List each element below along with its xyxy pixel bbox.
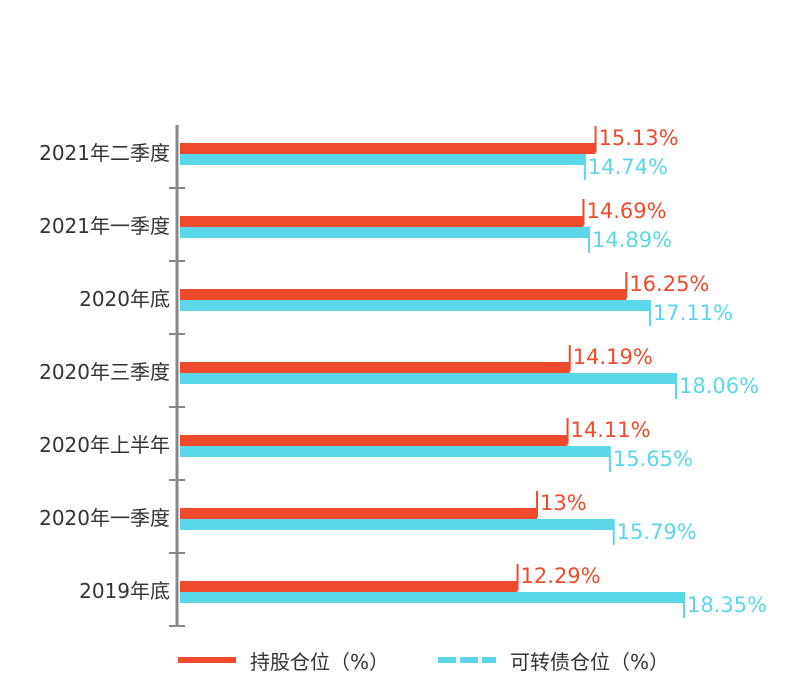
bar-convertible [180,300,650,311]
category-label: 2020年上半年 [39,433,170,457]
bar-holding [180,435,568,446]
legend-swatch-holding [178,657,236,663]
data-label: 14.89% [592,228,672,252]
data-label: 18.35% [687,593,767,617]
bar-convertible [180,592,684,603]
data-label: 13% [540,491,587,515]
legend-item-holding: 持股仓位（%） [178,648,390,674]
category-label: 2019年底 [79,579,170,603]
bar-holding [180,216,584,227]
category-label: 2021年一季度 [39,214,170,238]
category-label: 2021年二季度 [39,141,170,165]
bar-holding [180,362,570,373]
bar-convertible [180,154,585,165]
bar-convertible [180,446,610,457]
bar-holding [180,581,518,592]
data-label: 15.13% [599,126,679,150]
data-label: 18.06% [679,374,759,398]
data-label: 15.79% [617,520,697,544]
data-label: 16.25% [629,272,709,296]
bar-convertible [180,227,589,238]
category-label: 2020年一季度 [39,506,170,530]
category-label: 2020年底 [79,287,170,311]
legend-item-convertible: 可转债仓位（%） [438,648,670,674]
legend-label-holding: 持股仓位（%） [250,649,390,674]
bar-convertible [180,373,677,384]
legend-swatch-convertible [438,657,496,663]
data-label: 12.29% [521,564,601,588]
data-label: 17.11% [653,301,733,325]
data-label: 14.69% [586,199,666,223]
data-label: 14.11% [571,418,651,442]
bar-chart: 2021年二季度 15.13% 14.74% 2021年一季度 14.69% 14.89%… [39,125,767,627]
bar-holding [180,508,538,519]
legend-label-convertible: 可转债仓位（%） [510,649,670,674]
data-label: 15.65% [613,447,693,471]
bar-convertible [180,519,614,530]
category-label: 2020年三季度 [39,360,170,384]
bar-holding [180,289,627,300]
data-label: 14.74% [588,155,668,179]
bar-holding [180,143,596,154]
data-label: 14.19% [573,345,653,369]
